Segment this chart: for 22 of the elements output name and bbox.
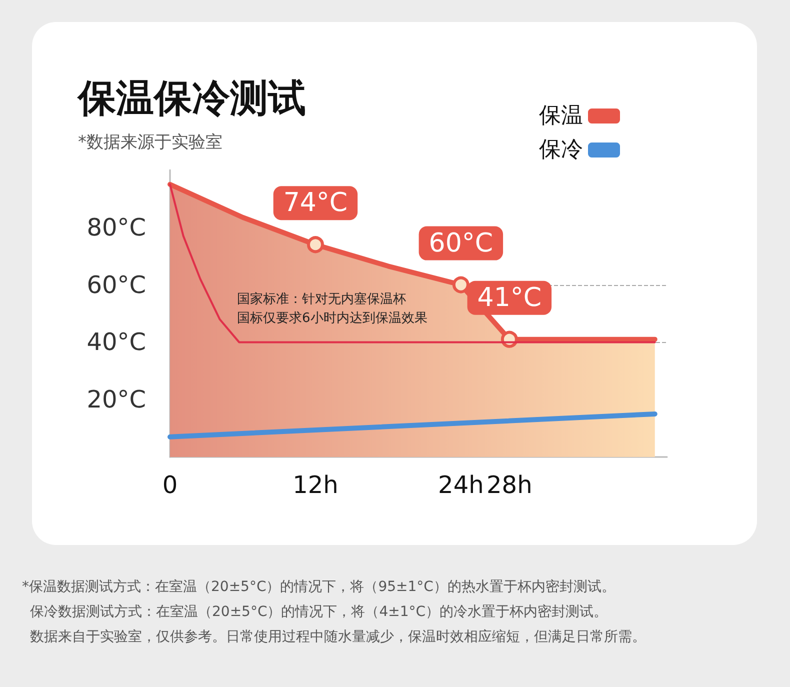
y-tick-label: 20°C xyxy=(86,386,146,414)
point xyxy=(306,236,324,254)
legend-label: 保温 xyxy=(539,104,583,128)
annotation: 国家标准：针对无内塞保温杯 xyxy=(237,291,406,307)
text: *保温数据测试方式：在室温（20±5°C）的情况下，将（95±1°C）的热水置于杯内密封测试。 xyxy=(22,579,616,595)
x-tick-label: 24h xyxy=(438,471,484,499)
chart-title: 保温保冷测试 xyxy=(76,78,306,120)
annotation: 国标仅要求6小时内达到保温效果 xyxy=(237,311,428,326)
x-tick-label: 28h xyxy=(486,471,532,499)
data-label: 60°C xyxy=(428,228,494,258)
text: 保冷数据测试方式：在室温（20±5°C）的情况下，将（4±1°C）的冷水置于杯内密封测试。 xyxy=(30,604,608,620)
data-label: 41°C xyxy=(477,282,542,313)
x-tick-label: 0 xyxy=(162,471,178,499)
x-tick-label: 12h xyxy=(292,471,338,499)
point xyxy=(452,276,470,294)
data-label: 74°C xyxy=(283,188,348,218)
chart-subtitle: *数据来源于实验室 xyxy=(78,132,222,152)
legend-label: 保冷 xyxy=(539,138,583,162)
y-tick-label: 40°C xyxy=(86,328,146,356)
y-tick-label: 80°C xyxy=(86,213,146,242)
text: 数据来自于实验室，仅供参考。日常使用过程中随水量减少，保温时效相应缩短，但满足日常所需。 xyxy=(30,629,646,645)
y-tick-label: 60°C xyxy=(86,270,146,299)
